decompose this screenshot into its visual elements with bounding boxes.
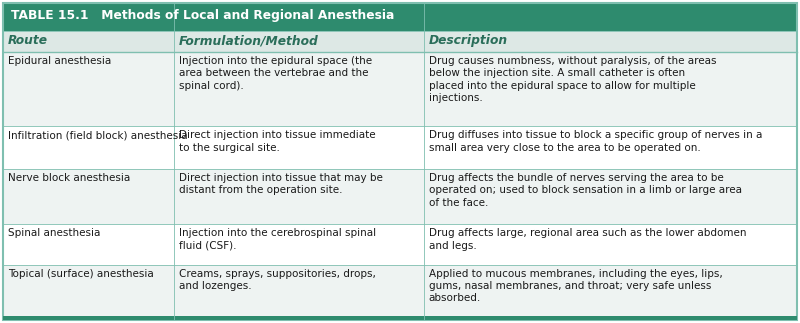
Text: Route: Route	[8, 34, 48, 47]
Text: Drug affects large, regional area such as the lower abdomen
and legs.: Drug affects large, regional area such a…	[429, 228, 746, 251]
Text: Direct injection into tissue that may be
distant from the operation site.: Direct injection into tissue that may be…	[178, 173, 382, 195]
Text: Drug affects the bundle of nerves serving the area to be
operated on; used to bl: Drug affects the bundle of nerves servin…	[429, 173, 742, 208]
Bar	[3, 265, 797, 320]
Text: Nerve block anesthesia: Nerve block anesthesia	[8, 173, 130, 183]
Text: Direct injection into tissue immediate
to the surgical site.: Direct injection into tissue immediate t…	[178, 130, 375, 153]
Bar	[3, 126, 797, 169]
Bar	[3, 169, 797, 224]
Text: Drug diffuses into tissue to block a specific group of nerves in a
small area ve: Drug diffuses into tissue to block a spe…	[429, 130, 762, 153]
Text: Injection into the cerebrospinal spinal
fluid (CSF).: Injection into the cerebrospinal spinal …	[178, 228, 376, 251]
Text: Injection into the epidural space (the
area between the vertebrae and the
spinal: Injection into the epidural space (the a…	[178, 56, 372, 91]
Text: Applied to mucous membranes, including the eyes, lips,
gums, nasal membranes, an: Applied to mucous membranes, including t…	[429, 269, 722, 304]
Bar	[3, 3, 797, 31]
Text: Infiltration (field block) anesthesia: Infiltration (field block) anesthesia	[8, 130, 188, 141]
Bar	[3, 31, 797, 52]
Bar	[3, 52, 797, 126]
Bar	[3, 224, 797, 265]
Bar	[3, 316, 797, 320]
Text: Topical (surface) anesthesia: Topical (surface) anesthesia	[8, 269, 154, 279]
Text: Drug causes numbness, without paralysis, of the areas
below the injection site. : Drug causes numbness, without paralysis,…	[429, 56, 716, 103]
Text: Description: Description	[429, 34, 508, 47]
Text: Creams, sprays, suppositories, drops,
and lozenges.: Creams, sprays, suppositories, drops, an…	[178, 269, 375, 291]
Text: TABLE 15.1   Methods of Local and Regional Anesthesia: TABLE 15.1 Methods of Local and Regional…	[11, 9, 394, 22]
Text: Epidural anesthesia: Epidural anesthesia	[8, 56, 111, 66]
Text: Spinal anesthesia: Spinal anesthesia	[8, 228, 100, 238]
Text: Formulation/Method: Formulation/Method	[178, 34, 318, 47]
